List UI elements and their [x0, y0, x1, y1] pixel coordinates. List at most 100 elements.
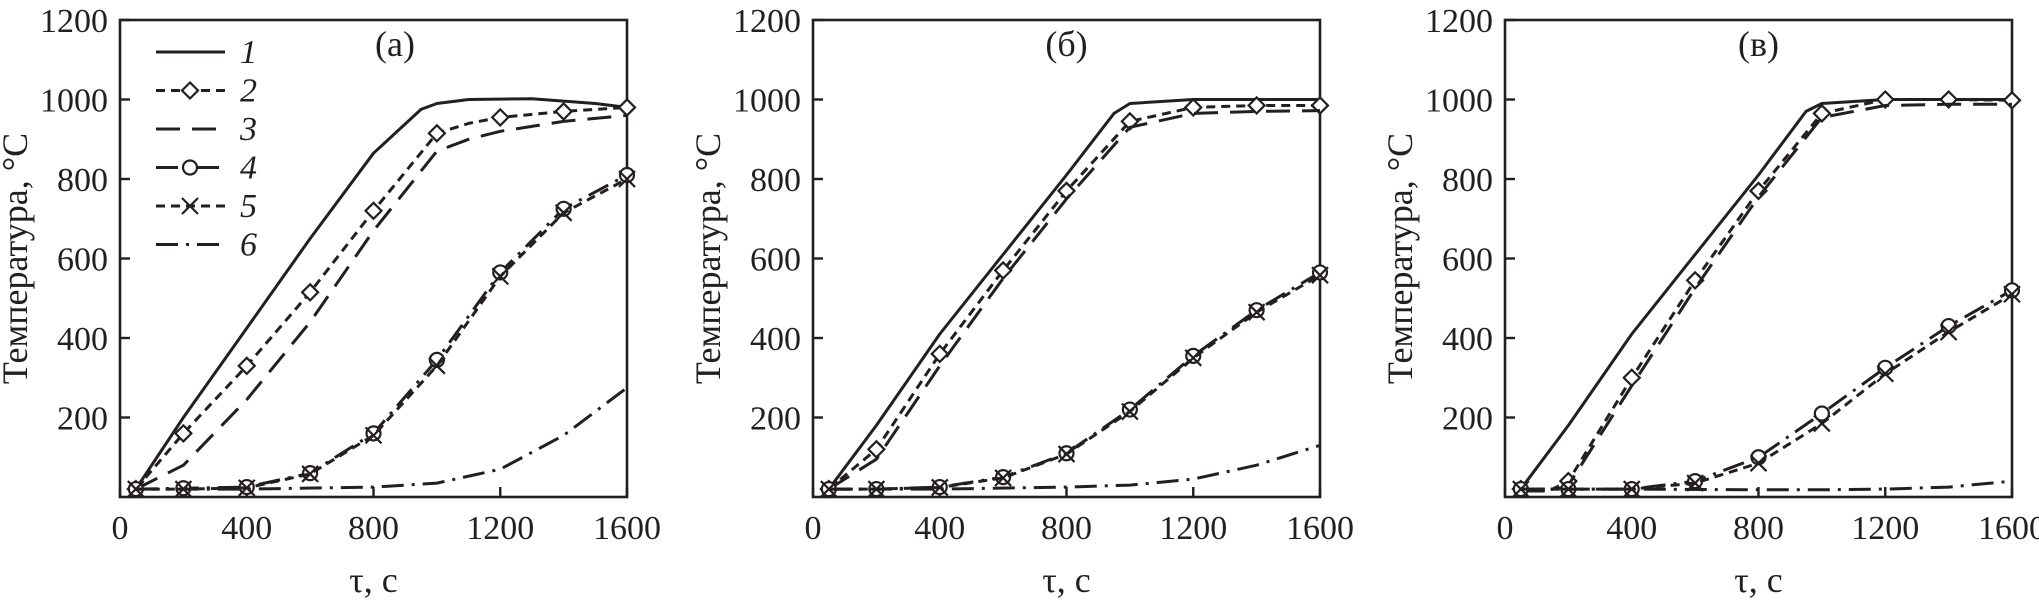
legend-label: 6 — [240, 227, 257, 264]
panel-label: (б) — [1045, 24, 1087, 64]
series-4-point — [1687, 473, 1704, 490]
series-5-point — [1749, 454, 1768, 472]
y-axis-label: Температура, °C — [0, 133, 35, 384]
panel-label: (а) — [375, 24, 415, 64]
series-5-line — [135, 177, 628, 491]
series-5-point — [301, 465, 319, 483]
series-4-point — [1121, 401, 1138, 418]
x-tick-label: 1600 — [1978, 510, 2039, 547]
series-5-point — [930, 478, 949, 497]
y-tick-label: 1200 — [733, 3, 801, 40]
y-tick-label: 1200 — [1425, 3, 1493, 40]
x-tick-label: 1600 — [593, 510, 661, 547]
legend-marker — [181, 197, 199, 215]
y-tick-label: 200 — [1442, 401, 1493, 438]
legend-label: 1 — [240, 34, 257, 71]
series-2-point — [1812, 103, 1832, 123]
plot-frame — [811, 18, 1322, 499]
x-tick-label: 0 — [1497, 510, 1514, 547]
legend-label: 2 — [240, 73, 257, 110]
series-5-point — [1057, 445, 1076, 463]
series-5-point — [237, 479, 256, 497]
series-5-point — [994, 469, 1012, 487]
x-tick-label: 400 — [914, 510, 965, 547]
x-tick-label: 0 — [112, 510, 129, 547]
legend-item: 2 — [156, 73, 257, 110]
legend-item: 4 — [156, 150, 257, 187]
series-4-point — [1248, 302, 1265, 319]
x-tick-label: 800 — [1733, 510, 1784, 547]
series-2-point — [490, 107, 510, 127]
x-tick-label: 0 — [805, 510, 822, 547]
plot-frame — [1503, 18, 2014, 499]
series-1-line — [134, 97, 628, 490]
legend-label: 3 — [239, 111, 257, 148]
y-tick-label: 600 — [57, 242, 108, 279]
x-tick-label: 400 — [1606, 510, 1657, 547]
x-tick-label: 400 — [221, 510, 272, 547]
x-tick-label: 800 — [1041, 510, 1092, 547]
series-5-line — [1520, 293, 2013, 491]
y-axis-label: Температура, °C — [1380, 133, 1420, 384]
x-tick-label: 1600 — [1286, 510, 1354, 547]
series-2-point — [237, 356, 257, 376]
legend-item: 1 — [156, 34, 257, 71]
series-4-point — [2003, 282, 2021, 299]
series-3-line — [135, 113, 628, 491]
y-tick-label: 1200 — [40, 3, 108, 40]
series-2-point — [363, 201, 384, 221]
series-5-point — [1247, 303, 1266, 321]
x-axis-label: τ, с — [1734, 560, 1782, 600]
y-tick-label: 400 — [57, 321, 108, 358]
series-5-line — [828, 273, 1321, 491]
x-axis-label: τ, с — [349, 560, 397, 600]
series-1-line — [827, 98, 1320, 490]
series-6-line — [828, 443, 1321, 491]
series-6-line — [1520, 479, 2013, 492]
series-2-line — [1520, 98, 2013, 491]
series-4-point — [1311, 264, 1329, 281]
legend-item: 3 — [156, 111, 257, 148]
series-5-point — [1121, 402, 1139, 421]
y-tick-label: 200 — [750, 401, 801, 438]
series-2-point — [1622, 368, 1642, 388]
panel-label: (в) — [1738, 24, 1779, 64]
y-tick-label: 800 — [750, 162, 801, 199]
series-4-line — [828, 271, 1321, 491]
series-5-point — [1184, 349, 1203, 367]
series-5-point — [1311, 266, 1329, 284]
series-5-point — [618, 170, 636, 188]
series-5-point — [428, 357, 446, 375]
legend-item: 6 — [156, 227, 257, 264]
series-1-line — [1519, 98, 2012, 490]
series-6-line — [135, 386, 628, 491]
chart-panel-3: 0 400 800 1200 1600 200 400 600 800 1000 1200 τ, с Т… — [1380, 3, 2039, 600]
series-5-point — [364, 426, 383, 445]
series-4-point — [618, 166, 636, 184]
x-axis-label: τ, с — [1042, 560, 1090, 600]
series-2-point — [300, 282, 320, 302]
series-2-point — [2002, 90, 2022, 110]
series-5-point — [2003, 285, 2021, 304]
series-5-point — [491, 267, 510, 286]
y-tick-label: 600 — [750, 242, 801, 279]
legend-marker — [180, 80, 200, 101]
y-tick-label: 400 — [1442, 321, 1493, 358]
series-2-point — [866, 439, 886, 459]
series-5-point — [554, 204, 573, 222]
legend-marker — [181, 159, 199, 176]
legend-label: 4 — [240, 150, 257, 187]
y-tick-label: 1000 — [1425, 83, 1493, 120]
chart-panel-1: 0 400 800 1200 1600 200 400 600 800 1000 1200 τ, с Т… — [0, 3, 661, 600]
y-tick-label: 800 — [1442, 162, 1493, 199]
series-2-point — [1183, 97, 1203, 118]
series-2-point — [173, 423, 193, 443]
series-4-point — [492, 264, 509, 281]
chart-panel-2: 0 400 800 1200 1600 200 400 600 800 1000 1200 τ, с Т… — [688, 3, 1354, 600]
series-2-point — [993, 260, 1013, 280]
series-5-point — [1876, 364, 1895, 383]
series-5-point — [1622, 480, 1641, 498]
series-3-line — [828, 109, 1321, 491]
